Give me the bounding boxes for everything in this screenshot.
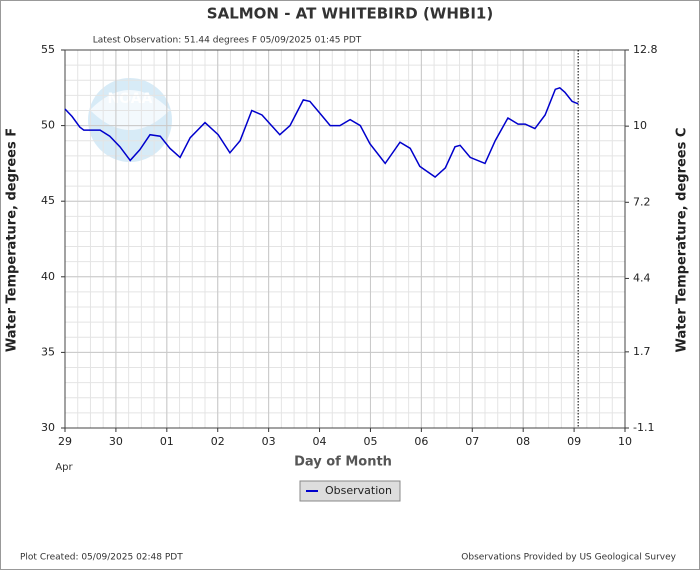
x-tick-label: 04: [313, 435, 327, 448]
x-tick-label: 07: [465, 435, 479, 448]
month-label: Apr: [55, 462, 73, 473]
y-tick-label: 50: [41, 119, 55, 132]
x-tick-label: 01: [160, 435, 174, 448]
y-tick-label: 30: [41, 421, 55, 434]
y2-tick-label: -1.1: [633, 421, 654, 434]
y-tick-label: 45: [41, 194, 55, 207]
y2-tick-label: 10: [633, 119, 647, 132]
y2-tick-label: 1.7: [633, 345, 651, 358]
logo-text: NOAA: [108, 91, 153, 107]
x-tick-label: 05: [363, 435, 377, 448]
x-tick-label: 29: [58, 435, 72, 448]
legend-label: Observation: [325, 484, 392, 497]
footer-left: Plot Created: 05/09/2025 02:48 PDT: [20, 553, 183, 563]
y-tick-label: 35: [41, 345, 55, 358]
x-tick-label: 30: [109, 435, 123, 448]
legend-box: [299, 480, 401, 502]
x-tick-label: 03: [262, 435, 276, 448]
x-tick-label: 08: [516, 435, 530, 448]
x-axis-label: Day of Month: [294, 455, 392, 470]
x-tick-label: 02: [211, 435, 225, 448]
y2-tick-label: 7.2: [633, 195, 651, 208]
y-axis-label: Water Temperature, degrees F: [5, 128, 20, 352]
plot-border: [64, 49, 626, 429]
chart-title: SALMON - AT WHITEBIRD (WHBI1): [207, 5, 493, 23]
y-tick-label: 55: [41, 43, 55, 56]
y2-tick-label: 4.4: [633, 271, 651, 284]
y2-axis-label: Water Temperature, degrees C: [675, 128, 690, 353]
x-tick-label: 06: [414, 435, 428, 448]
data-line: [64, 86, 579, 178]
y-tick-label: 40: [41, 270, 55, 283]
noaa-logo: NOAA: [88, 78, 172, 162]
y2-tick-label: 12.8: [633, 43, 658, 56]
x-tick-label: 10: [618, 435, 632, 448]
footer-right: Observations Provided by US Geological S…: [461, 553, 676, 563]
subtitle: Latest Observation: 51.44 degrees F 05/0…: [93, 36, 362, 46]
x-tick-label: 09: [567, 435, 581, 448]
